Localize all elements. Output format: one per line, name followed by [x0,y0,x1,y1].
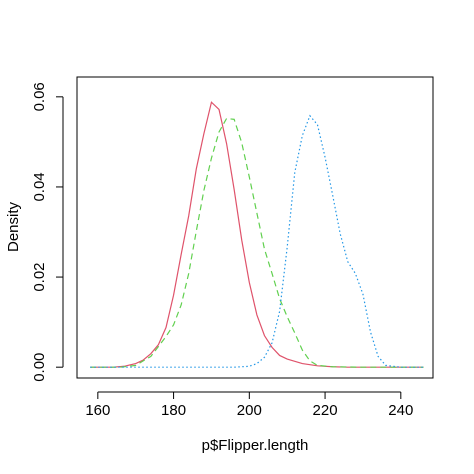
x-tick-label: 220 [313,402,338,419]
density-line-series-3 [90,114,424,368]
y-tick-label: 0.00 [31,353,48,382]
series-layer [90,101,424,368]
y-tick-label: 0.04 [31,172,48,201]
y-axis: 0.00 0.02 0.04 0.06 [31,82,64,382]
y-axis-label: Density [5,201,22,252]
x-axis: 160 180 200 220 240 [85,391,413,419]
x-axis-label: p$Flipper.length [202,437,309,454]
x-tick-label: 160 [85,402,110,419]
x-tick-label: 180 [161,402,186,419]
density-line-series-2 [90,117,424,368]
x-tick-label: 240 [388,402,413,419]
plot-frame [76,76,434,379]
y-tick-label: 0.02 [31,262,48,291]
x-tick-label: 200 [237,402,262,419]
y-tick-label: 0.06 [31,82,48,111]
density-line-series-1 [90,101,424,368]
